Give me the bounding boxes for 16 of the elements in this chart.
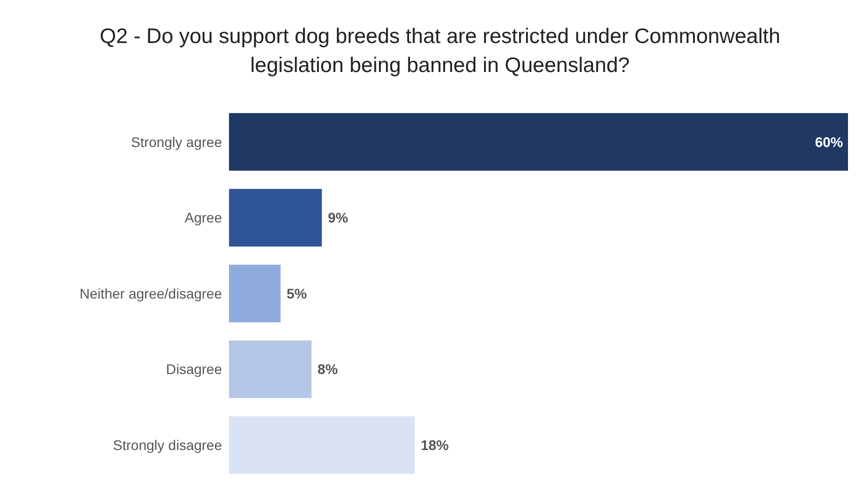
- bar: [229, 416, 415, 474]
- data-label: 5%: [286, 285, 308, 302]
- y-tick-label: Strongly disagree: [113, 437, 222, 453]
- data-label: 60%: [814, 134, 844, 150]
- data-label: 18%: [420, 437, 450, 453]
- chart-title: Q2 - Do you support dog breeds that are restricted under Commonwealth legislation being banned in Queensland?: [100, 25, 780, 77]
- y-tick-label: Strongly agree: [130, 134, 222, 150]
- y-tick-label: Disagree: [166, 361, 222, 378]
- y-tick-label: Neither agree/disagree: [80, 285, 222, 302]
- bar: [229, 264, 281, 322]
- data-label: 9%: [328, 210, 349, 226]
- data-label: 8%: [318, 361, 338, 378]
- bar: [229, 340, 312, 398]
- bar: [229, 113, 848, 171]
- bar: [229, 188, 322, 247]
- y-tick-label: Agree: [184, 210, 222, 226]
